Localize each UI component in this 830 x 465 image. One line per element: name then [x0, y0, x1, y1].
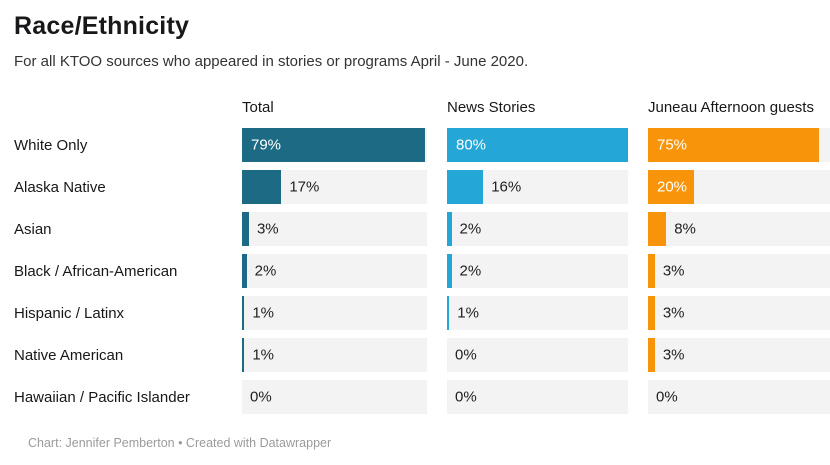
value-label: 17% — [289, 178, 320, 196]
bar-track: 3% — [648, 338, 830, 372]
chart-container: Race/Ethnicity For all KTOO sources who … — [14, 12, 830, 450]
bar — [447, 296, 450, 330]
value-label: 80% — [456, 136, 487, 154]
bar-track: 2% — [242, 254, 427, 288]
bar — [648, 170, 694, 204]
column-header-news-stories: News Stories — [447, 99, 536, 116]
chart-title: Race/Ethnicity — [14, 12, 190, 40]
value-label: 1% — [252, 304, 274, 322]
category-label: Alaska Native — [14, 178, 106, 196]
bar-track: 3% — [648, 296, 830, 330]
bar — [648, 212, 667, 246]
bar-track: 80% — [447, 128, 628, 162]
bar — [648, 254, 655, 288]
bar-track: 3% — [648, 254, 830, 288]
value-label: 8% — [674, 220, 696, 238]
bar-track: 1% — [242, 296, 427, 330]
bar — [648, 296, 655, 330]
bar — [242, 338, 245, 372]
bar-chart-grid: Total News Stories Juneau Afternoon gues… — [14, 86, 830, 414]
value-label: 3% — [256, 220, 279, 238]
bar — [447, 212, 452, 246]
bar-track: 2% — [447, 212, 628, 246]
bar — [242, 170, 282, 204]
bar — [242, 128, 425, 162]
bar-track: 2% — [447, 254, 628, 288]
value-label: 3% — [662, 262, 685, 280]
value-label: 1% — [457, 304, 479, 322]
bar-track: 75% — [648, 128, 830, 162]
bar — [648, 338, 655, 372]
value-label: 3% — [662, 346, 685, 364]
value-label: 0% — [250, 388, 272, 406]
bar-track: 0% — [648, 380, 830, 414]
bar — [447, 128, 628, 162]
category-label: Native American — [14, 346, 124, 364]
bar-track: 16% — [447, 170, 628, 204]
bar-track: 0% — [447, 338, 628, 372]
category-label: Asian — [14, 220, 52, 238]
column-header-total: Total — [242, 99, 274, 116]
value-label: 1% — [252, 346, 274, 364]
category-label: Hispanic / Latinx — [14, 304, 125, 322]
bar — [242, 254, 247, 288]
bar-track: 0% — [242, 380, 427, 414]
bar — [648, 128, 819, 162]
value-label: 0% — [455, 388, 477, 406]
column-header-juneau-afternoon: Juneau Afternoon guests — [648, 99, 814, 116]
bar-track: 79% — [242, 128, 427, 162]
category-label: White Only — [14, 136, 88, 154]
category-label: Black / African-American — [14, 262, 178, 280]
value-label: 2% — [254, 262, 277, 280]
category-label: Hawaiian / Pacific Islander — [14, 388, 190, 406]
bar-track: 3% — [242, 212, 427, 246]
value-label: 20% — [657, 178, 688, 196]
bar-track: 17% — [242, 170, 427, 204]
bar-track: 1% — [242, 338, 427, 372]
value-label: 0% — [656, 388, 678, 406]
column-header-spacer — [14, 116, 222, 120]
value-label: 0% — [455, 346, 477, 364]
value-label: 3% — [662, 304, 685, 322]
bar — [447, 254, 452, 288]
value-label: 79% — [251, 136, 282, 154]
chart-credit: Chart: Jennifer Pemberton • Created with… — [28, 436, 332, 450]
bar-track: 1% — [447, 296, 628, 330]
value-label: 2% — [459, 262, 482, 280]
bar-track: 20% — [648, 170, 830, 204]
bar-track: 0% — [447, 380, 628, 414]
bar-track: 8% — [648, 212, 830, 246]
value-label: 16% — [491, 178, 522, 196]
value-label: 2% — [459, 220, 482, 238]
bar — [242, 212, 249, 246]
bar — [242, 296, 245, 330]
chart-subtitle: For all KTOO sources who appeared in sto… — [14, 53, 529, 70]
value-label: 75% — [657, 136, 688, 154]
bar — [447, 170, 484, 204]
